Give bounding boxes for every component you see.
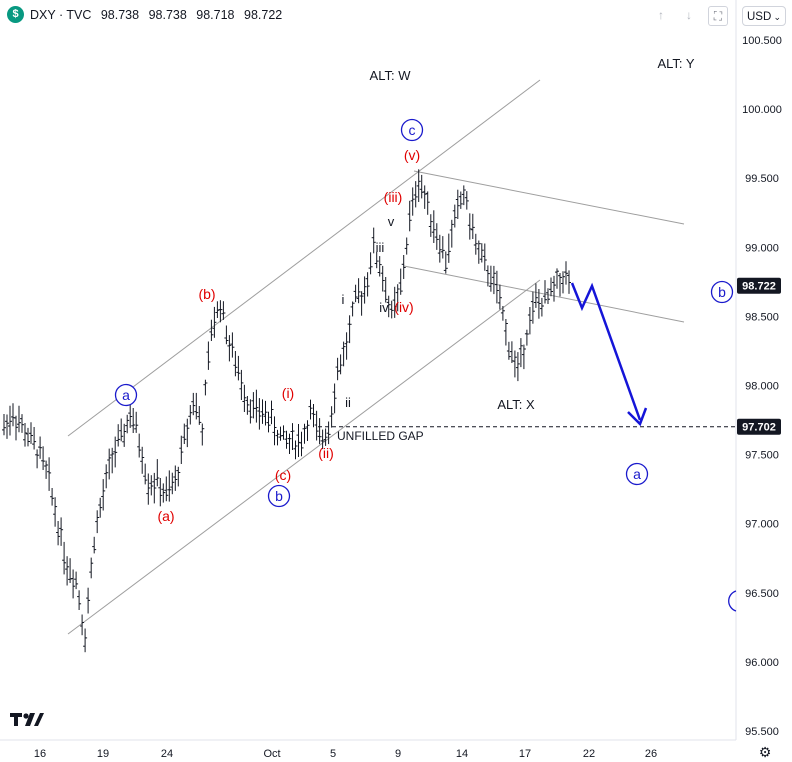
y-tick-label: 98.500 xyxy=(745,311,779,323)
last-price-label: 98.722 xyxy=(742,281,776,293)
wave-iv-small: iv xyxy=(379,300,389,315)
arrow-down-icon[interactable]: ↓ xyxy=(686,8,692,22)
x-tick-label: 24 xyxy=(161,748,173,760)
alt-x-label: ALT: X xyxy=(497,397,535,412)
y-axis[interactable]: 100.500 100.000 99.500 99.000 98.500 98.000 97… xyxy=(742,35,782,738)
arrow-up-icon[interactable]: ↑ xyxy=(658,8,664,22)
wave-a-paren: (a) xyxy=(157,508,174,524)
wave-c-paren: (c) xyxy=(275,467,291,483)
symbol-info[interactable]: DXY · TVC 98.738 98.738 98.718 98.722 xyxy=(30,8,282,22)
wave-c-circle-top-label: c xyxy=(409,122,416,138)
y-tick-label: 99.500 xyxy=(745,173,779,185)
partial-circle-edge xyxy=(728,590,737,612)
wave-ii-paren: (ii) xyxy=(318,445,334,461)
currency-label: USD xyxy=(747,11,772,23)
projection-path[interactable] xyxy=(570,282,642,421)
alt-y-label: ALT: Y xyxy=(657,56,694,71)
wave-b-circle-low xyxy=(267,484,291,508)
ohlc-close: 98.722 xyxy=(244,8,283,22)
x-tick-label: 26 xyxy=(645,748,657,760)
tradingview-logo-icon[interactable] xyxy=(10,710,44,728)
x-tick-label: 22 xyxy=(583,748,595,760)
y-tick-label: 96.500 xyxy=(745,588,779,600)
x-axis[interactable]: 16 19 24 Oct 5 9 14 17 22 26 xyxy=(34,748,657,760)
upper-channel-line[interactable] xyxy=(67,79,541,437)
x-tick-label: 9 xyxy=(395,748,401,760)
wave-b-paren: (b) xyxy=(198,286,215,302)
chart-header: $ DXY · TVC 98.738 98.738 98.718 98.722 xyxy=(0,0,736,30)
wave-ii-small: ii xyxy=(345,395,351,410)
wave-i-paren: (i) xyxy=(282,385,294,401)
wave-a-circle-right-label: a xyxy=(633,466,641,482)
x-tick-label: 14 xyxy=(456,748,468,760)
wave-c-circle-top xyxy=(400,118,424,142)
chevron-down-icon: ⌄ xyxy=(773,12,781,22)
y-tick-label: 99.000 xyxy=(745,242,779,254)
lower-channel-line[interactable] xyxy=(67,279,541,635)
gap-price-label: 97.702 xyxy=(742,422,776,434)
y-tick-label: 95.500 xyxy=(745,726,779,738)
x-tick-label: Oct xyxy=(263,748,280,760)
gap-price-tag xyxy=(737,418,781,435)
wave-a-circle-right xyxy=(625,462,649,486)
header-actions: ↑ ↓ ⛶ xyxy=(652,6,728,26)
candles[interactable] xyxy=(2,169,571,653)
wave-a-circle-left xyxy=(114,383,138,407)
projection-arrow-icon xyxy=(627,407,648,427)
wave-b-circle-right-label: b xyxy=(718,284,726,300)
wave-b-circle-low-label: b xyxy=(275,488,283,504)
wave-v-small: v xyxy=(388,214,395,229)
y-tick-label: 100.500 xyxy=(742,35,782,47)
wave-b-circle-right xyxy=(710,280,734,304)
wave-i-small: i xyxy=(342,292,345,307)
y-tick-label: 96.000 xyxy=(745,657,779,669)
y-tick-label: 100.000 xyxy=(742,104,782,116)
y-tick-label: 97.500 xyxy=(745,450,779,462)
x-tick-label: 16 xyxy=(34,748,46,760)
gear-icon[interactable]: ⚙ xyxy=(758,744,772,760)
ohlc-low: 98.718 xyxy=(196,8,235,22)
ohlc-open: 98.738 xyxy=(100,8,140,22)
wave-iii-small: iii xyxy=(376,240,385,255)
symbol-name[interactable]: DXY · TVC xyxy=(30,8,92,22)
wave-iii-paren: (iii) xyxy=(384,189,403,205)
x-tick-label: 17 xyxy=(519,748,531,760)
upper-down-channel-line[interactable] xyxy=(413,170,685,225)
y-tick-label: 98.000 xyxy=(745,381,779,393)
alt-w-label: ALT: W xyxy=(370,68,412,83)
ohlc-high: 98.738 xyxy=(148,8,187,22)
fullscreen-icon[interactable]: ⛶ xyxy=(708,6,728,26)
x-tick-label: 19 xyxy=(97,748,109,760)
last-price-tag xyxy=(737,277,781,294)
wave-a-circle-left-label: a xyxy=(122,387,130,403)
y-tick-label: 97.000 xyxy=(745,519,779,531)
unfilled-gap-label: UNFILLED GAP xyxy=(337,429,424,443)
wave-iv-paren: (iv) xyxy=(394,299,413,315)
currency-select[interactable]: USD ⌄ xyxy=(742,6,786,26)
wave-v-paren: (v) xyxy=(404,147,420,163)
x-tick-label: 5 xyxy=(330,748,336,760)
symbol-logo-icon: $ xyxy=(7,6,24,23)
lower-down-channel-line[interactable] xyxy=(403,265,685,323)
